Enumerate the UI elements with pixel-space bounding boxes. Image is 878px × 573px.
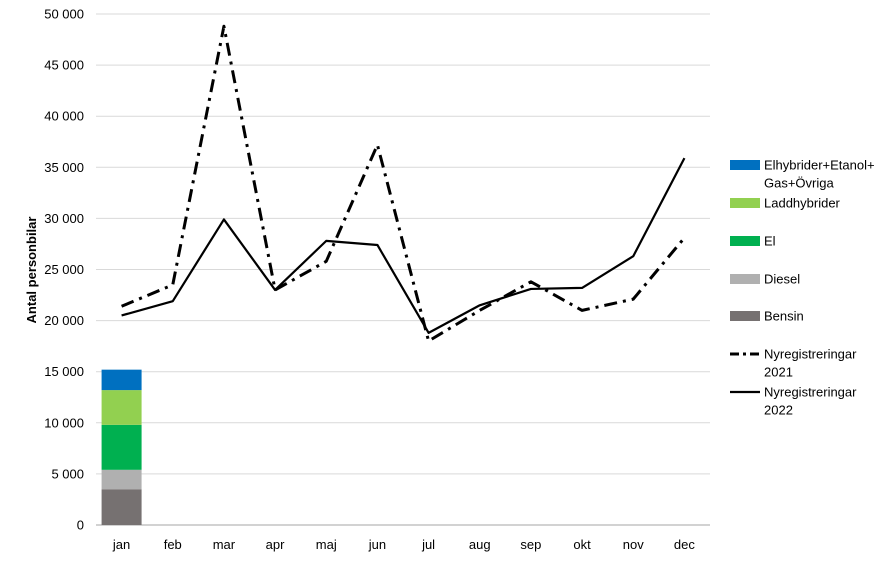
line-series-1: [121, 24, 686, 343]
legend-label: El: [764, 234, 776, 249]
y-tick-label: 0: [77, 518, 84, 533]
y-tick-label: 40 000: [44, 109, 84, 124]
x-tick-label: okt: [573, 537, 591, 552]
legend-swatch: [730, 236, 760, 246]
x-tick-label: aug: [469, 537, 491, 552]
x-tick-label: feb: [164, 537, 182, 552]
y-tick-label: 25 000: [44, 262, 84, 277]
legend-label: Gas+Övriga: [764, 176, 834, 191]
legend-swatch: [730, 160, 760, 170]
y-tick-label: 5 000: [51, 466, 84, 481]
x-tick-label: jul: [421, 537, 435, 552]
y-tick-label: 45 000: [44, 58, 84, 73]
y-tick-label: 30 000: [44, 211, 84, 226]
legend-label: Nyregistreringar: [764, 347, 857, 362]
gridlines: [96, 13, 710, 526]
legend-label: Laddhybrider: [764, 196, 841, 211]
y-tick-label: 15 000: [44, 364, 84, 379]
x-axis-ticks: jan feb mar apr maj jun jul aug sep okt nov dec: [112, 537, 695, 552]
bar-segment-laddhybrider: [101, 390, 142, 425]
legend-label: 2022: [764, 403, 793, 418]
stacked-bar-jan: [101, 369, 142, 525]
x-tick-label: maj: [316, 537, 337, 552]
y-tick-label: 50 000: [44, 7, 84, 22]
x-tick-label: mar: [213, 537, 236, 552]
y-tick-label: 35 000: [44, 160, 84, 175]
legend-label: 2021: [764, 365, 793, 380]
x-tick-label: apr: [266, 537, 285, 552]
legend-swatch: [730, 274, 760, 284]
bar-segment-diesel: [101, 469, 142, 490]
line-series: [121, 24, 686, 343]
legend-swatch: [730, 311, 760, 321]
y-axis-title: Antal personbilar: [24, 217, 39, 324]
line-series-2: [121, 157, 686, 334]
legend-label: Elhybrider+Etanol+: [764, 158, 875, 173]
y-tick-label: 10 000: [44, 415, 84, 430]
x-tick-label: sep: [520, 537, 541, 552]
bar-segment-bensin: [101, 489, 142, 525]
x-tick-label: dec: [674, 537, 695, 552]
x-tick-label: nov: [623, 537, 644, 552]
bar-segment-el: [101, 424, 142, 470]
legend-swatch: [730, 198, 760, 208]
bar-segment-elhybrider-etanol-gas-vriga: [101, 369, 142, 391]
y-axis-ticks: 0 5 000 10 000 15 000 20 000 25 000 30 000 35 0…: [44, 7, 84, 533]
legend-label: Nyregistreringar: [764, 385, 857, 400]
x-tick-label: jan: [112, 537, 130, 552]
legend-label: Bensin: [764, 309, 804, 324]
legend: Elhybrider+Etanol+ Gas+Övriga Laddhybrider…: [730, 158, 875, 418]
legend-label: Diesel: [764, 272, 800, 287]
x-tick-label: jun: [368, 537, 386, 552]
y-tick-label: 20 000: [44, 313, 84, 328]
